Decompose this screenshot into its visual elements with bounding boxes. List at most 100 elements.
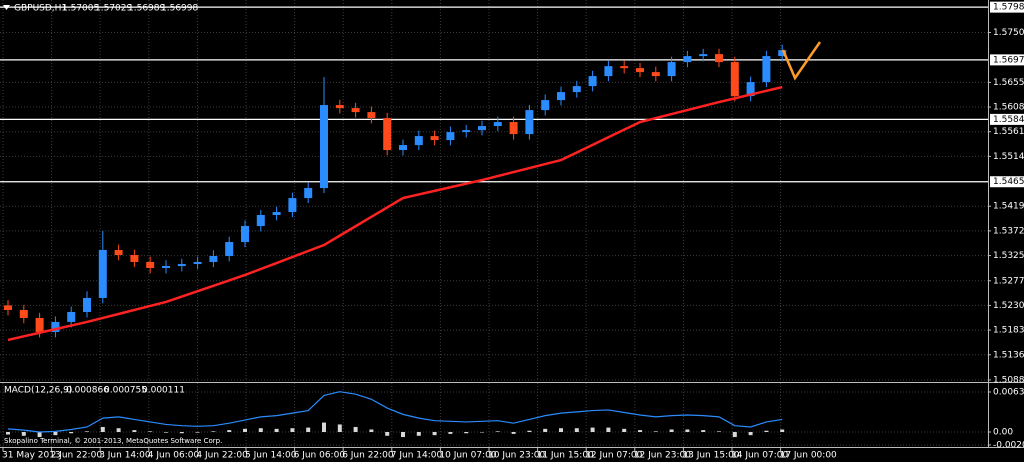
candle-body xyxy=(162,266,170,269)
y-tick-label: 0.00 xyxy=(993,428,1013,438)
candle-body xyxy=(19,309,28,318)
candle-body xyxy=(557,92,565,101)
macd-bar xyxy=(322,422,326,433)
macd-bar xyxy=(179,432,184,434)
y-tick-label: 1.51360 xyxy=(993,350,1024,360)
candle-body xyxy=(209,255,218,262)
macd-bar xyxy=(116,428,121,433)
candle-body xyxy=(272,212,281,216)
candle-body xyxy=(730,62,739,97)
candle-body xyxy=(35,317,44,332)
macd-bar xyxy=(401,432,405,438)
candle-body xyxy=(83,297,91,312)
candle-body xyxy=(509,122,518,135)
macd-bar xyxy=(258,428,263,433)
x-tick-label: 10 Jun 07:00 xyxy=(439,451,496,461)
candle-body xyxy=(478,126,486,131)
symbol: GBPUSD,H1 xyxy=(14,4,67,14)
x-tick-label: 4 Jun 22:00 xyxy=(196,451,248,461)
candle-body xyxy=(351,108,360,113)
macd-bar xyxy=(21,432,26,436)
macd-bar xyxy=(306,427,311,433)
candle-body xyxy=(414,136,423,146)
macd-bar xyxy=(100,426,105,433)
level-label: 1.56979 xyxy=(993,55,1024,65)
macd-bar xyxy=(748,432,753,436)
macd-bar xyxy=(274,428,279,433)
candle-body xyxy=(493,122,502,127)
candle-body xyxy=(762,56,771,83)
candle-body xyxy=(225,242,234,256)
macd-bar xyxy=(148,431,153,433)
macd-bar xyxy=(69,432,74,434)
candle-body xyxy=(367,112,376,119)
x-tick-label: 2 Jun 22:00 xyxy=(51,451,103,461)
y-tick-label: 1.55140 xyxy=(993,152,1024,162)
macd-bar xyxy=(669,429,674,433)
candle-body xyxy=(572,86,581,93)
level-label-box xyxy=(990,113,1024,125)
macd-bar xyxy=(211,431,216,433)
macd-bar xyxy=(416,432,421,436)
candle-body xyxy=(778,50,787,57)
macd-bar xyxy=(764,430,769,433)
level-label: 1.54657 xyxy=(993,177,1024,187)
candle-body xyxy=(114,250,123,255)
macd-bar xyxy=(511,432,516,434)
macd-bar xyxy=(527,430,532,433)
y-tick-label: 1.57500 xyxy=(993,28,1024,38)
quote-low: 1.56989 xyxy=(128,4,165,14)
macd-line xyxy=(7,391,783,433)
candle-body xyxy=(51,321,60,332)
macd-bar xyxy=(53,432,58,436)
macd-bar xyxy=(559,428,563,433)
macd-bar xyxy=(132,430,137,433)
x-tick-label: 12 Jun 23:00 xyxy=(634,451,691,461)
copyright: Skopalino Terminal, © 2001-2013, MetaQuo… xyxy=(4,437,222,445)
y-tick-label: 1.52770 xyxy=(993,276,1024,286)
level-label-box xyxy=(990,54,1024,66)
y-tick-label: 1.55610 xyxy=(993,127,1024,137)
macd-bar xyxy=(574,428,579,433)
candle-body xyxy=(462,130,471,133)
macd-bar xyxy=(85,431,89,433)
macd-bar xyxy=(606,427,611,433)
candle-body xyxy=(256,215,265,227)
macd-value: 0.000111 xyxy=(142,386,185,396)
macd-bar xyxy=(480,432,484,433)
moving-average xyxy=(7,85,783,342)
candle-body xyxy=(98,250,107,298)
macd-bar xyxy=(227,430,232,433)
y-tick-label: 1.54190 xyxy=(993,202,1024,212)
macd-bar xyxy=(622,428,627,433)
y-tick-label: 1.52300 xyxy=(993,301,1024,311)
macd-bar xyxy=(243,428,247,433)
level-label-box xyxy=(990,176,1024,188)
macd-value: 0.000866 xyxy=(66,386,109,396)
x-tick-label: 31 May 2013 xyxy=(2,451,61,461)
x-tick-label: 7 Jun 14:00 xyxy=(391,451,443,461)
candle-body xyxy=(699,54,708,57)
level-label: 1.57984 xyxy=(993,3,1024,13)
candle-body xyxy=(446,132,455,141)
candle-body xyxy=(636,68,644,73)
candle-body xyxy=(67,311,76,322)
macd-bar xyxy=(290,428,295,433)
y-tick-label: 1.53720 xyxy=(993,226,1024,236)
candle-body xyxy=(241,226,249,243)
y-tick-label: 1.50880 xyxy=(993,375,1024,385)
macd-bar xyxy=(732,432,737,438)
macd-bar xyxy=(701,430,706,433)
candle-body xyxy=(683,56,692,63)
candle-body xyxy=(525,110,534,135)
x-tick-label: 14 Jun 07:00 xyxy=(731,451,788,461)
candle-body xyxy=(399,145,407,151)
macd-bar xyxy=(717,431,721,433)
macd-bar xyxy=(385,432,390,436)
x-tick-label: 12 Jun 07:00 xyxy=(585,451,642,461)
x-tick-label: 17 Jun 00:00 xyxy=(780,451,837,461)
quote-high: 1.57029 xyxy=(95,4,132,14)
